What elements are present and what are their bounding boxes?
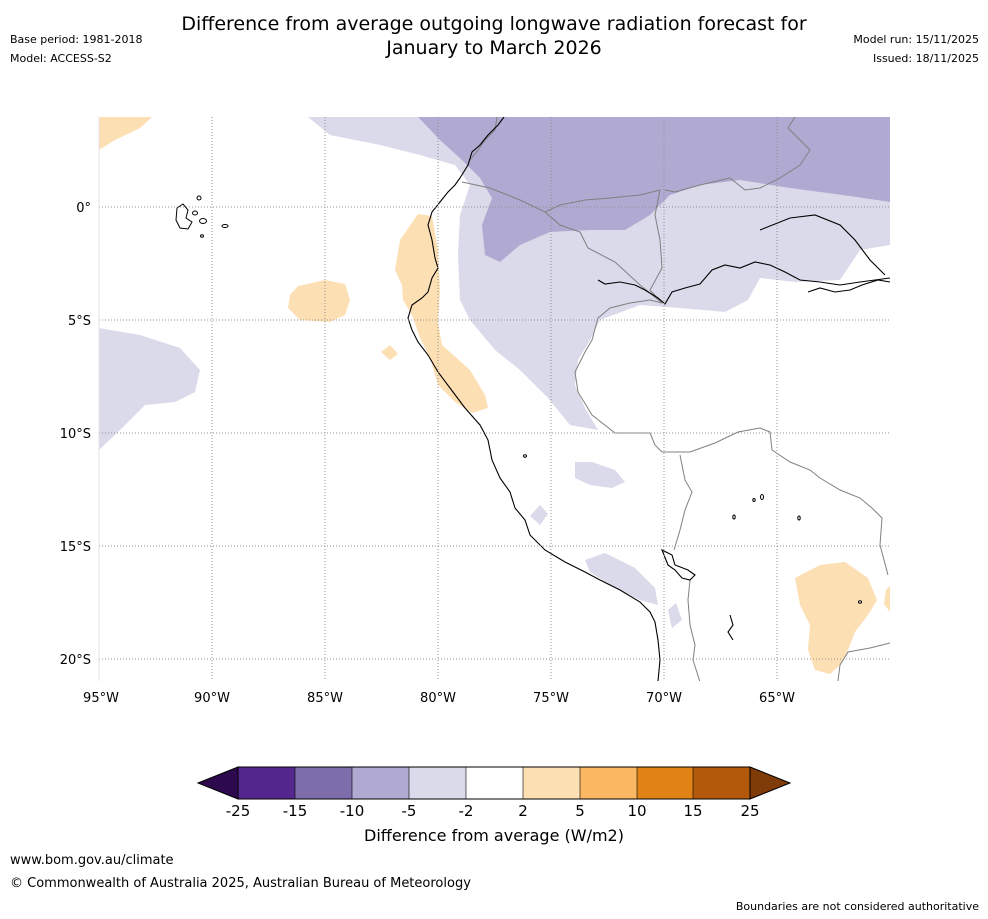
colorbar-segment — [580, 767, 637, 799]
colorbar-tick: 25 — [740, 802, 759, 820]
colorbar-segment — [466, 767, 523, 799]
anomaly-light-purple-small-4 — [668, 603, 682, 628]
lon-label: 80°W — [420, 691, 456, 706]
colorbar-segment — [295, 767, 352, 799]
colorbar-tick: 5 — [575, 802, 585, 820]
colorbar-segment — [238, 767, 295, 799]
anomaly-orange-coast — [395, 214, 488, 413]
title-line-1: Difference from average outgoing longwav… — [181, 13, 807, 35]
anomaly-orange-se — [795, 562, 877, 674]
colorbar-tick: -10 — [340, 802, 365, 820]
lon-label: 85°W — [307, 691, 343, 706]
colorbar-tick: 2 — [518, 802, 528, 820]
colorbar-segment — [637, 767, 693, 799]
anomaly-orange-ocean — [288, 280, 350, 322]
issued-date: Issued: 18/11/2025 — [872, 52, 979, 65]
country-borders — [461, 117, 890, 681]
colorbar-label: Difference from average (W/m2) — [364, 826, 624, 845]
colorbar-segment — [352, 767, 409, 799]
anomaly-medium-purple — [418, 117, 890, 262]
website-link[interactable]: www.bom.gov.au/climate — [10, 853, 174, 868]
colorbar-extend-low — [196, 766, 239, 800]
colorbar: -25 -15 -10 -5 -2 2 5 10 15 25 — [196, 766, 792, 820]
galapagos-islands — [175, 195, 862, 604]
model-run-date: Model run: 15/11/2025 — [853, 33, 979, 46]
lon-label: 70°W — [646, 691, 682, 706]
colorbar-extend-high — [749, 766, 792, 800]
coastline — [407, 117, 890, 681]
lat-label: 15°S — [60, 540, 91, 555]
latitude-labels: 0° 5°S 10°S 15°S 20°S — [60, 201, 91, 668]
longitude-labels: 95°W 90°W 85°W 80°W 75°W 70°W 65°W — [83, 691, 795, 706]
anomaly-light-purple-north — [308, 117, 890, 430]
anomaly-light-purple-small-1 — [575, 462, 625, 488]
anomaly-orange-small — [381, 345, 398, 360]
lon-label: 95°W — [83, 691, 119, 706]
colorbar-tick: -2 — [459, 802, 474, 820]
colorbar-segment — [523, 767, 580, 799]
page-title: Difference from average outgoing longwav… — [0, 12, 988, 60]
anomaly-orange-east-edge — [884, 586, 890, 612]
copyright-notice: © Commonwealth of Australia 2025, Austra… — [10, 876, 471, 891]
lon-label: 90°W — [194, 691, 230, 706]
anomaly-orange-nw-corner — [99, 117, 152, 150]
graticule — [99, 117, 890, 681]
colorbar-segment — [693, 767, 750, 799]
model-name: Model: ACCESS-S2 — [10, 52, 112, 65]
lat-label: 10°S — [60, 427, 91, 442]
colorbar-tick: 15 — [683, 802, 702, 820]
lat-label: 0° — [76, 201, 91, 216]
anomaly-light-purple-small-3 — [585, 553, 658, 605]
anomaly-light-purple-small-2 — [530, 505, 548, 525]
title-line-2: January to March 2026 — [386, 37, 602, 59]
boundary-disclaimer: Boundaries are not considered authoritat… — [735, 900, 979, 913]
base-period: Base period: 1981-2018 — [10, 33, 143, 46]
colorbar-tick: 10 — [627, 802, 646, 820]
colorbar-tick: -5 — [402, 802, 417, 820]
colorbar-segment — [409, 767, 466, 799]
colorbar-tick: -25 — [226, 802, 251, 820]
anomaly-light-purple-west — [99, 328, 200, 450]
lon-label: 65°W — [759, 691, 795, 706]
lon-label: 75°W — [533, 691, 569, 706]
colorbar-tick: -15 — [283, 802, 308, 820]
lat-label: 5°S — [68, 314, 91, 329]
anomaly-fields — [99, 117, 890, 674]
lat-label: 20°S — [60, 653, 91, 668]
